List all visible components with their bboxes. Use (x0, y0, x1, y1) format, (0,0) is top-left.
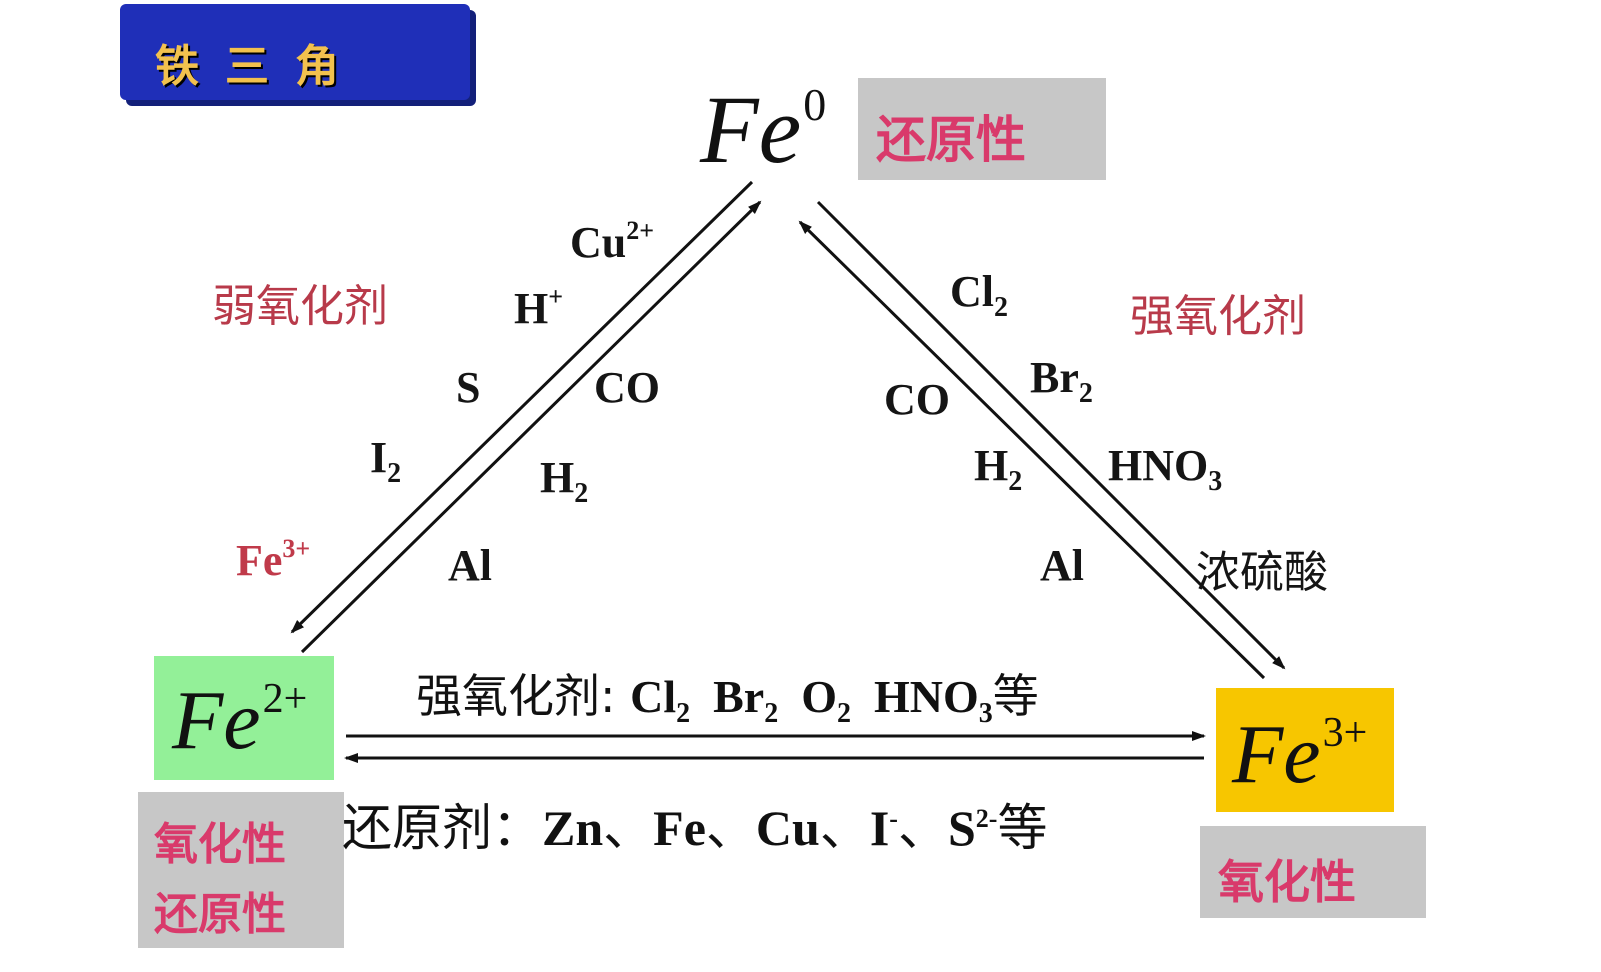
fe2-label-oxidizing: 氧化性 (154, 819, 286, 870)
fe3-box: Fe3+ (1216, 688, 1394, 812)
reagent-h2-right: H2 (974, 441, 1023, 497)
left-category-label: 弱氧化剂 (212, 281, 388, 332)
bottom-reducers-prefix: 还原剂： (342, 799, 542, 857)
bottom-oxidizers-suffix: 等 (992, 669, 1039, 723)
reagent-al-left: Al (448, 541, 492, 590)
node-fe0: Fe0 (700, 82, 826, 178)
red-zn: Zn (542, 800, 604, 856)
arrow-fe2-to-fe0 (300, 200, 762, 654)
red-cu: Cu (755, 800, 820, 856)
reagent-co-right: CO (884, 375, 950, 424)
reagent-cl2-right: Cl2 (950, 267, 1008, 323)
ox-cl2: Cl2 (630, 671, 691, 729)
right-category-label: 强氧化剂 (1130, 291, 1306, 342)
fe0-base: Fe (700, 76, 802, 183)
bottom-oxidizers-prefix: 强氧化剂: (416, 669, 631, 723)
red-i-minus: I- (869, 800, 898, 856)
bottom-oxidizers-line: 强氧化剂: Cl2 Br2 O2 HNO3等 (416, 660, 1039, 730)
reagent-hno3-right: HNO3 (1108, 441, 1223, 497)
fe2-sup: 2+ (262, 676, 308, 722)
fe3-base: Fe (1232, 708, 1321, 801)
reagent-hplus: H+ (514, 282, 564, 333)
diagram-title: 铁三角 (155, 41, 365, 92)
ox-hno3: HNO3 (874, 671, 993, 729)
reagent-cu2plus: Cu2+ (570, 216, 655, 267)
arrow-fe3-to-fe0 (798, 220, 1266, 680)
fe3-label-box: 氧化性 (1200, 826, 1426, 918)
ox-br2: Br2 (713, 671, 779, 729)
red-fe: Fe (653, 800, 706, 856)
reagent-br2-right: Br2 (1030, 353, 1093, 409)
fe0-label-box: 还原性 (858, 78, 1106, 180)
bottom-reducers-line: 还原剂：Zn、Fe、Cu、I-、S2-等 (342, 799, 1048, 857)
reagent-i2: I2 (370, 433, 402, 489)
arrow-fe0-to-fe3 (816, 200, 1286, 670)
title-banner (120, 4, 470, 100)
reagent-conc-sulfuric: 浓硫酸 (1196, 547, 1328, 598)
red-s2-minus: S2- (947, 800, 998, 856)
fe3-label: 氧化性 (1218, 855, 1356, 909)
fe2-label-reducing: 还原性 (154, 889, 286, 940)
fe0-sup: 0 (803, 79, 827, 130)
fe0-label: 还原性 (876, 111, 1026, 169)
reagent-al-right: Al (1040, 541, 1084, 590)
arrow-fe0-to-fe2 (290, 180, 754, 634)
reagent-fe3plus-left: Fe3+ (236, 534, 311, 585)
fe2-box: Fe2+ (154, 656, 334, 780)
fe2-base: Fe (172, 674, 261, 767)
reagent-h2-left: H2 (540, 453, 589, 509)
reagent-co-left: CO (594, 363, 660, 412)
fe3-sup: 3+ (1322, 710, 1368, 756)
node-fe2: Fe2+ (172, 678, 307, 763)
bottom-reducers-suffix: 等 (997, 799, 1048, 857)
ox-o2: O2 (801, 671, 852, 729)
node-fe3: Fe3+ (1232, 712, 1367, 797)
fe2-label-box: 氧化性 还原性 (138, 792, 344, 948)
reagent-s: S (456, 363, 481, 412)
